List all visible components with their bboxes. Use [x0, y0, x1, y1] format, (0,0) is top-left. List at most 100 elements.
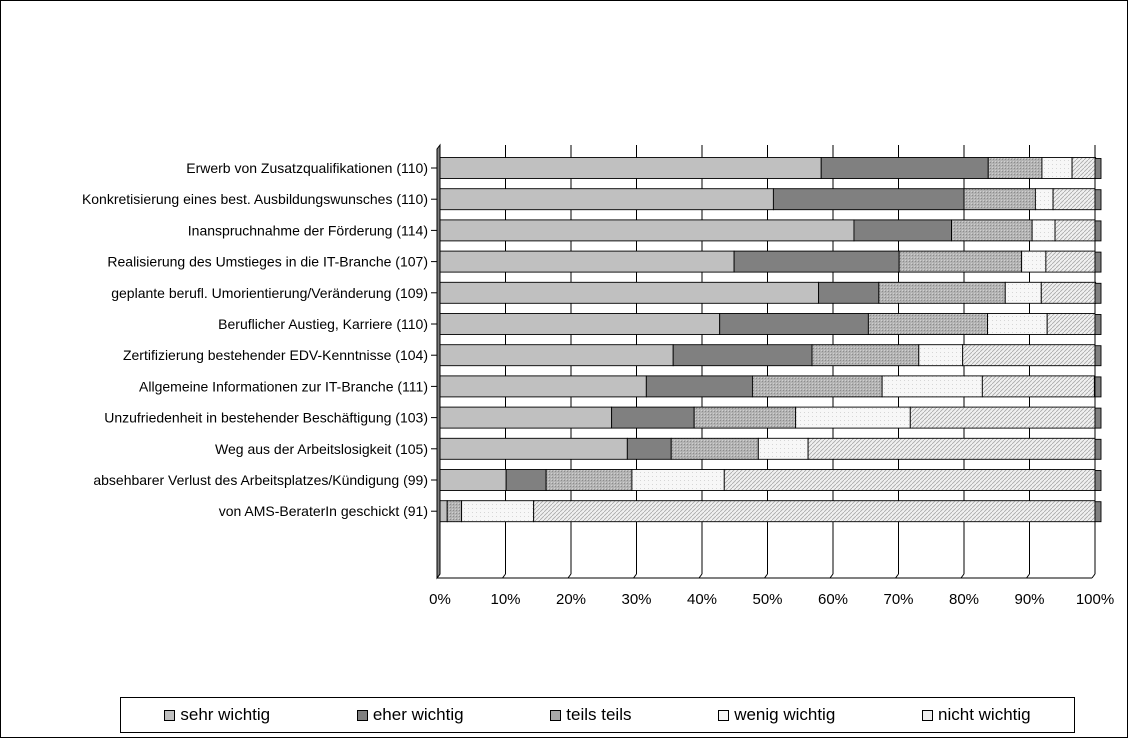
- x-tick-label: 90%: [1014, 591, 1044, 608]
- legend-swatch: [164, 709, 176, 721]
- bar-segment: [1004, 281, 1042, 304]
- x-tick-label: 40%: [687, 591, 717, 608]
- x-tick-label: 30%: [621, 591, 651, 608]
- bar-segment: [723, 469, 1096, 491]
- legend-label: sehr wichtig: [180, 705, 271, 724]
- legend-entry: teils teils: [550, 705, 631, 725]
- gridline-floor: [829, 573, 834, 579]
- bar-end-cap: [1094, 407, 1102, 429]
- bar-segment: [439, 219, 855, 242]
- bar-end-cap: [1094, 251, 1102, 273]
- category-label: Allgemeine Informationen zur IT-Branche …: [139, 378, 428, 394]
- legend-swatch: [922, 709, 934, 721]
- legend-entry: sehr wichtig: [164, 705, 270, 725]
- bar-segment: [611, 406, 695, 429]
- bar-end-cap: [1094, 501, 1102, 523]
- legend-swatch: [550, 709, 562, 721]
- x-tick-label: 100%: [1076, 591, 1114, 608]
- x-tick-label: 10%: [490, 591, 520, 608]
- bar-segment: [631, 469, 725, 491]
- bar-segment: [672, 344, 813, 367]
- gridline-floor: [1091, 573, 1096, 579]
- bar-segment: [807, 437, 1096, 460]
- bar-segment: [439, 469, 507, 491]
- x-tick-label: 0%: [429, 591, 451, 608]
- gridline-floor: [764, 573, 768, 579]
- bar-segment: [1071, 157, 1097, 179]
- bar-segment: [820, 157, 989, 179]
- legend-label: eher wichtig: [372, 705, 464, 724]
- legend-label: wenig wichtig: [734, 705, 836, 724]
- bar-end-cap: [1094, 158, 1102, 179]
- legend-entry: eher wichtig: [356, 705, 464, 725]
- category-label: Zertifizierung bestehender EDV-Kenntniss…: [123, 347, 428, 363]
- bar-segment: [1045, 250, 1096, 273]
- bar-segment: [439, 313, 721, 335]
- x-tick-label: 80%: [949, 591, 979, 608]
- bar-segment: [1046, 313, 1096, 335]
- category-label: absehbarer Verlust des Arbeitsplatzes/Kü…: [93, 472, 428, 488]
- bar-segment: [981, 375, 1095, 398]
- bar-segment: [987, 157, 1043, 179]
- x-tick-label: 50%: [752, 591, 782, 608]
- category-label: Inanspruchnahme der Förderung (114): [188, 222, 428, 238]
- bar-segment: [1031, 219, 1056, 242]
- gridline-floor: [567, 573, 572, 579]
- bar-end-cap: [1094, 470, 1102, 491]
- bar-segment: [918, 344, 964, 367]
- category-label: Beruflicher Austieg, Karriere (110): [218, 316, 428, 332]
- bar-segment: [670, 437, 759, 460]
- legend-entry: nicht wichtig: [922, 705, 1031, 725]
- category-label: Erwerb von Zusatzqualifikationen (110): [186, 160, 428, 176]
- gridline-floor: [502, 573, 506, 579]
- category-label: von AMS-BeraterIn geschickt (91): [219, 503, 428, 519]
- bar-segment: [439, 406, 613, 429]
- legend-label: teils teils: [566, 705, 632, 724]
- category-label: Realisierung des Umstieges in die IT-Bra…: [107, 254, 428, 270]
- bar-end-cap: [1094, 376, 1102, 398]
- bar-segment: [1041, 157, 1073, 179]
- bar-end-cap: [1094, 220, 1102, 242]
- bar-end-cap: [1094, 189, 1102, 211]
- gridline-floor: [633, 573, 637, 579]
- bar-segment: [951, 219, 1033, 242]
- bar-segment: [439, 281, 820, 304]
- bar-segment: [811, 344, 920, 367]
- legend-entry: wenig wichtig: [718, 705, 835, 725]
- bar-end-cap: [1094, 438, 1102, 460]
- category-label: geplante berufl. Umorientierung/Veränder…: [111, 285, 428, 301]
- category-label: Weg aus der Arbeitslosigkeit (105): [215, 441, 428, 457]
- bar-end-cap: [1094, 345, 1102, 367]
- bar-segment: [545, 469, 633, 491]
- bar-segment: [881, 375, 983, 398]
- bar-segment: [867, 313, 989, 335]
- bar-end-cap: [1094, 314, 1102, 335]
- bar-segment: [963, 188, 1036, 211]
- bar-segment: [461, 500, 535, 523]
- category-label: Konkretisierung eines best. Ausbildungsw…: [82, 191, 428, 207]
- bar-segment: [757, 437, 809, 460]
- bar-segment: [439, 250, 735, 273]
- bar-segment: [505, 469, 547, 491]
- bar-segment: [853, 219, 953, 242]
- bar-segment: [439, 437, 628, 460]
- bar-segment: [439, 500, 448, 523]
- legend-swatch: [718, 709, 730, 721]
- bar-segment: [1054, 219, 1096, 242]
- x-tick-label: 20%: [556, 591, 586, 608]
- bar-segment: [626, 437, 672, 460]
- bar-segment: [795, 406, 911, 429]
- bar-segment: [439, 157, 822, 179]
- bar-segment: [439, 344, 674, 367]
- gridline-floor: [895, 573, 899, 579]
- legend-label: nicht wichtig: [938, 705, 1031, 724]
- category-label: Unzufriedenheit in bestehender Beschäfti…: [104, 410, 428, 426]
- gridline-floor: [698, 573, 703, 579]
- bar-end-cap: [1094, 282, 1102, 304]
- x-tick-label: 70%: [883, 591, 913, 608]
- bar-segment: [1052, 188, 1096, 211]
- bar-segment: [1040, 281, 1097, 304]
- bar-segment: [1021, 250, 1047, 273]
- bar-segment: [772, 188, 965, 211]
